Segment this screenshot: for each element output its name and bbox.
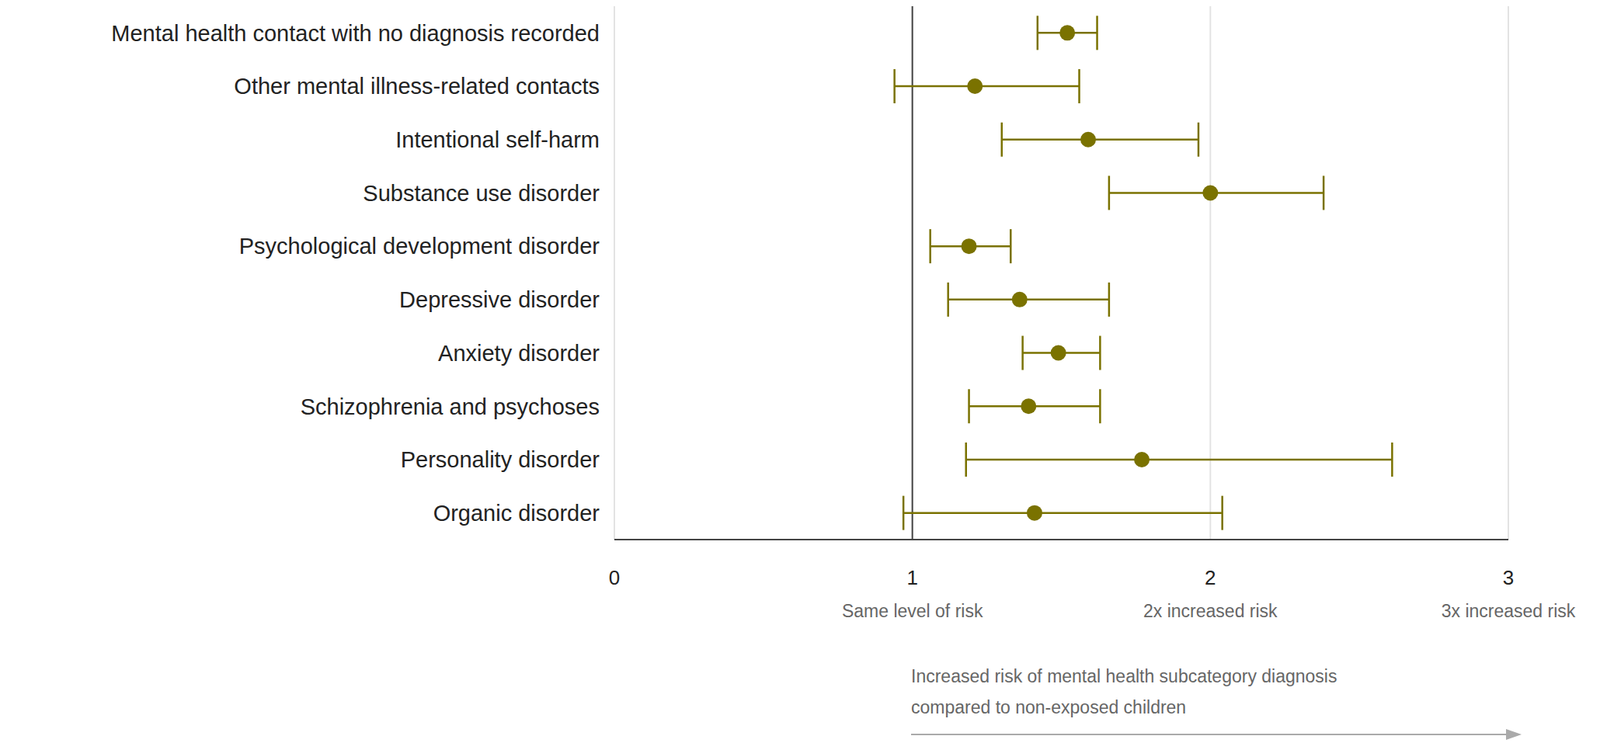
svg-text:2: 2 (1204, 566, 1216, 590)
svg-text:Other mental illness-related c: Other mental illness-related contacts (233, 73, 600, 99)
svg-text:0: 0 (608, 566, 620, 590)
svg-text:1: 1 (906, 566, 918, 590)
svg-text:Schizophrenia and psychoses: Schizophrenia and psychoses (300, 394, 600, 420)
svg-text:3x increased risk: 3x increased risk (1441, 601, 1576, 622)
svg-text:Psychological development diso: Psychological development disorder (239, 233, 601, 259)
svg-text:Depressive disorder: Depressive disorder (399, 287, 600, 313)
svg-text:Mental health contact with no: Mental health contact with no diagnosis … (111, 20, 600, 46)
svg-text:Organic disorder: Organic disorder (433, 500, 601, 526)
svg-text:2x increased risk: 2x increased risk (1143, 601, 1278, 622)
svg-text:Substance use disorder: Substance use disorder (362, 180, 600, 206)
svg-text:3: 3 (1502, 566, 1514, 590)
svg-text:Same level of risk: Same level of risk (841, 601, 984, 622)
html-text:compared to non-exposed childr: compared to non-exposed children (911, 697, 1187, 718)
html-text:Increased risk of mental healt: Increased risk of mental health subcateg… (911, 666, 1338, 687)
svg-text:Personality disorder: Personality disorder (400, 447, 601, 473)
svg-text:Intentional self-harm: Intentional self-harm (395, 127, 600, 153)
svg-text:Anxiety disorder: Anxiety disorder (438, 340, 600, 366)
